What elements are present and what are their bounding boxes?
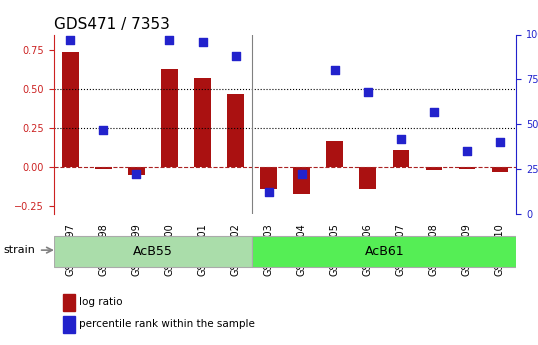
Bar [359,167,376,189]
Bar [252,236,516,267]
Bar [62,52,79,167]
Bar [63,294,75,311]
Bar [426,167,442,170]
Text: AcB61: AcB61 [364,245,404,258]
Point [198,39,207,45]
Point [330,68,339,73]
Bar [161,69,178,167]
Text: AcB55: AcB55 [133,245,173,258]
Bar [227,94,244,167]
Point [495,139,504,145]
Point [429,109,438,115]
Bar [63,316,75,333]
Point [66,37,75,43]
Bar [492,167,508,172]
Bar [128,167,145,175]
Text: GDS471 / 7353: GDS471 / 7353 [54,17,169,32]
Point [132,172,141,177]
Text: percentile rank within the sample: percentile rank within the sample [79,319,255,329]
Point [298,172,306,177]
Bar [54,236,252,267]
Bar [95,167,112,169]
Point [165,37,174,43]
Bar [293,167,310,194]
Point [463,148,471,154]
Point [264,190,273,195]
Bar [260,167,277,189]
Bar [458,167,475,169]
Point [231,53,240,59]
Point [364,89,372,95]
Text: log ratio: log ratio [79,297,123,307]
Point [99,127,108,132]
Bar [194,78,211,167]
Point [397,136,405,141]
Bar [327,140,343,167]
Bar [393,150,409,167]
Text: strain: strain [3,245,35,255]
